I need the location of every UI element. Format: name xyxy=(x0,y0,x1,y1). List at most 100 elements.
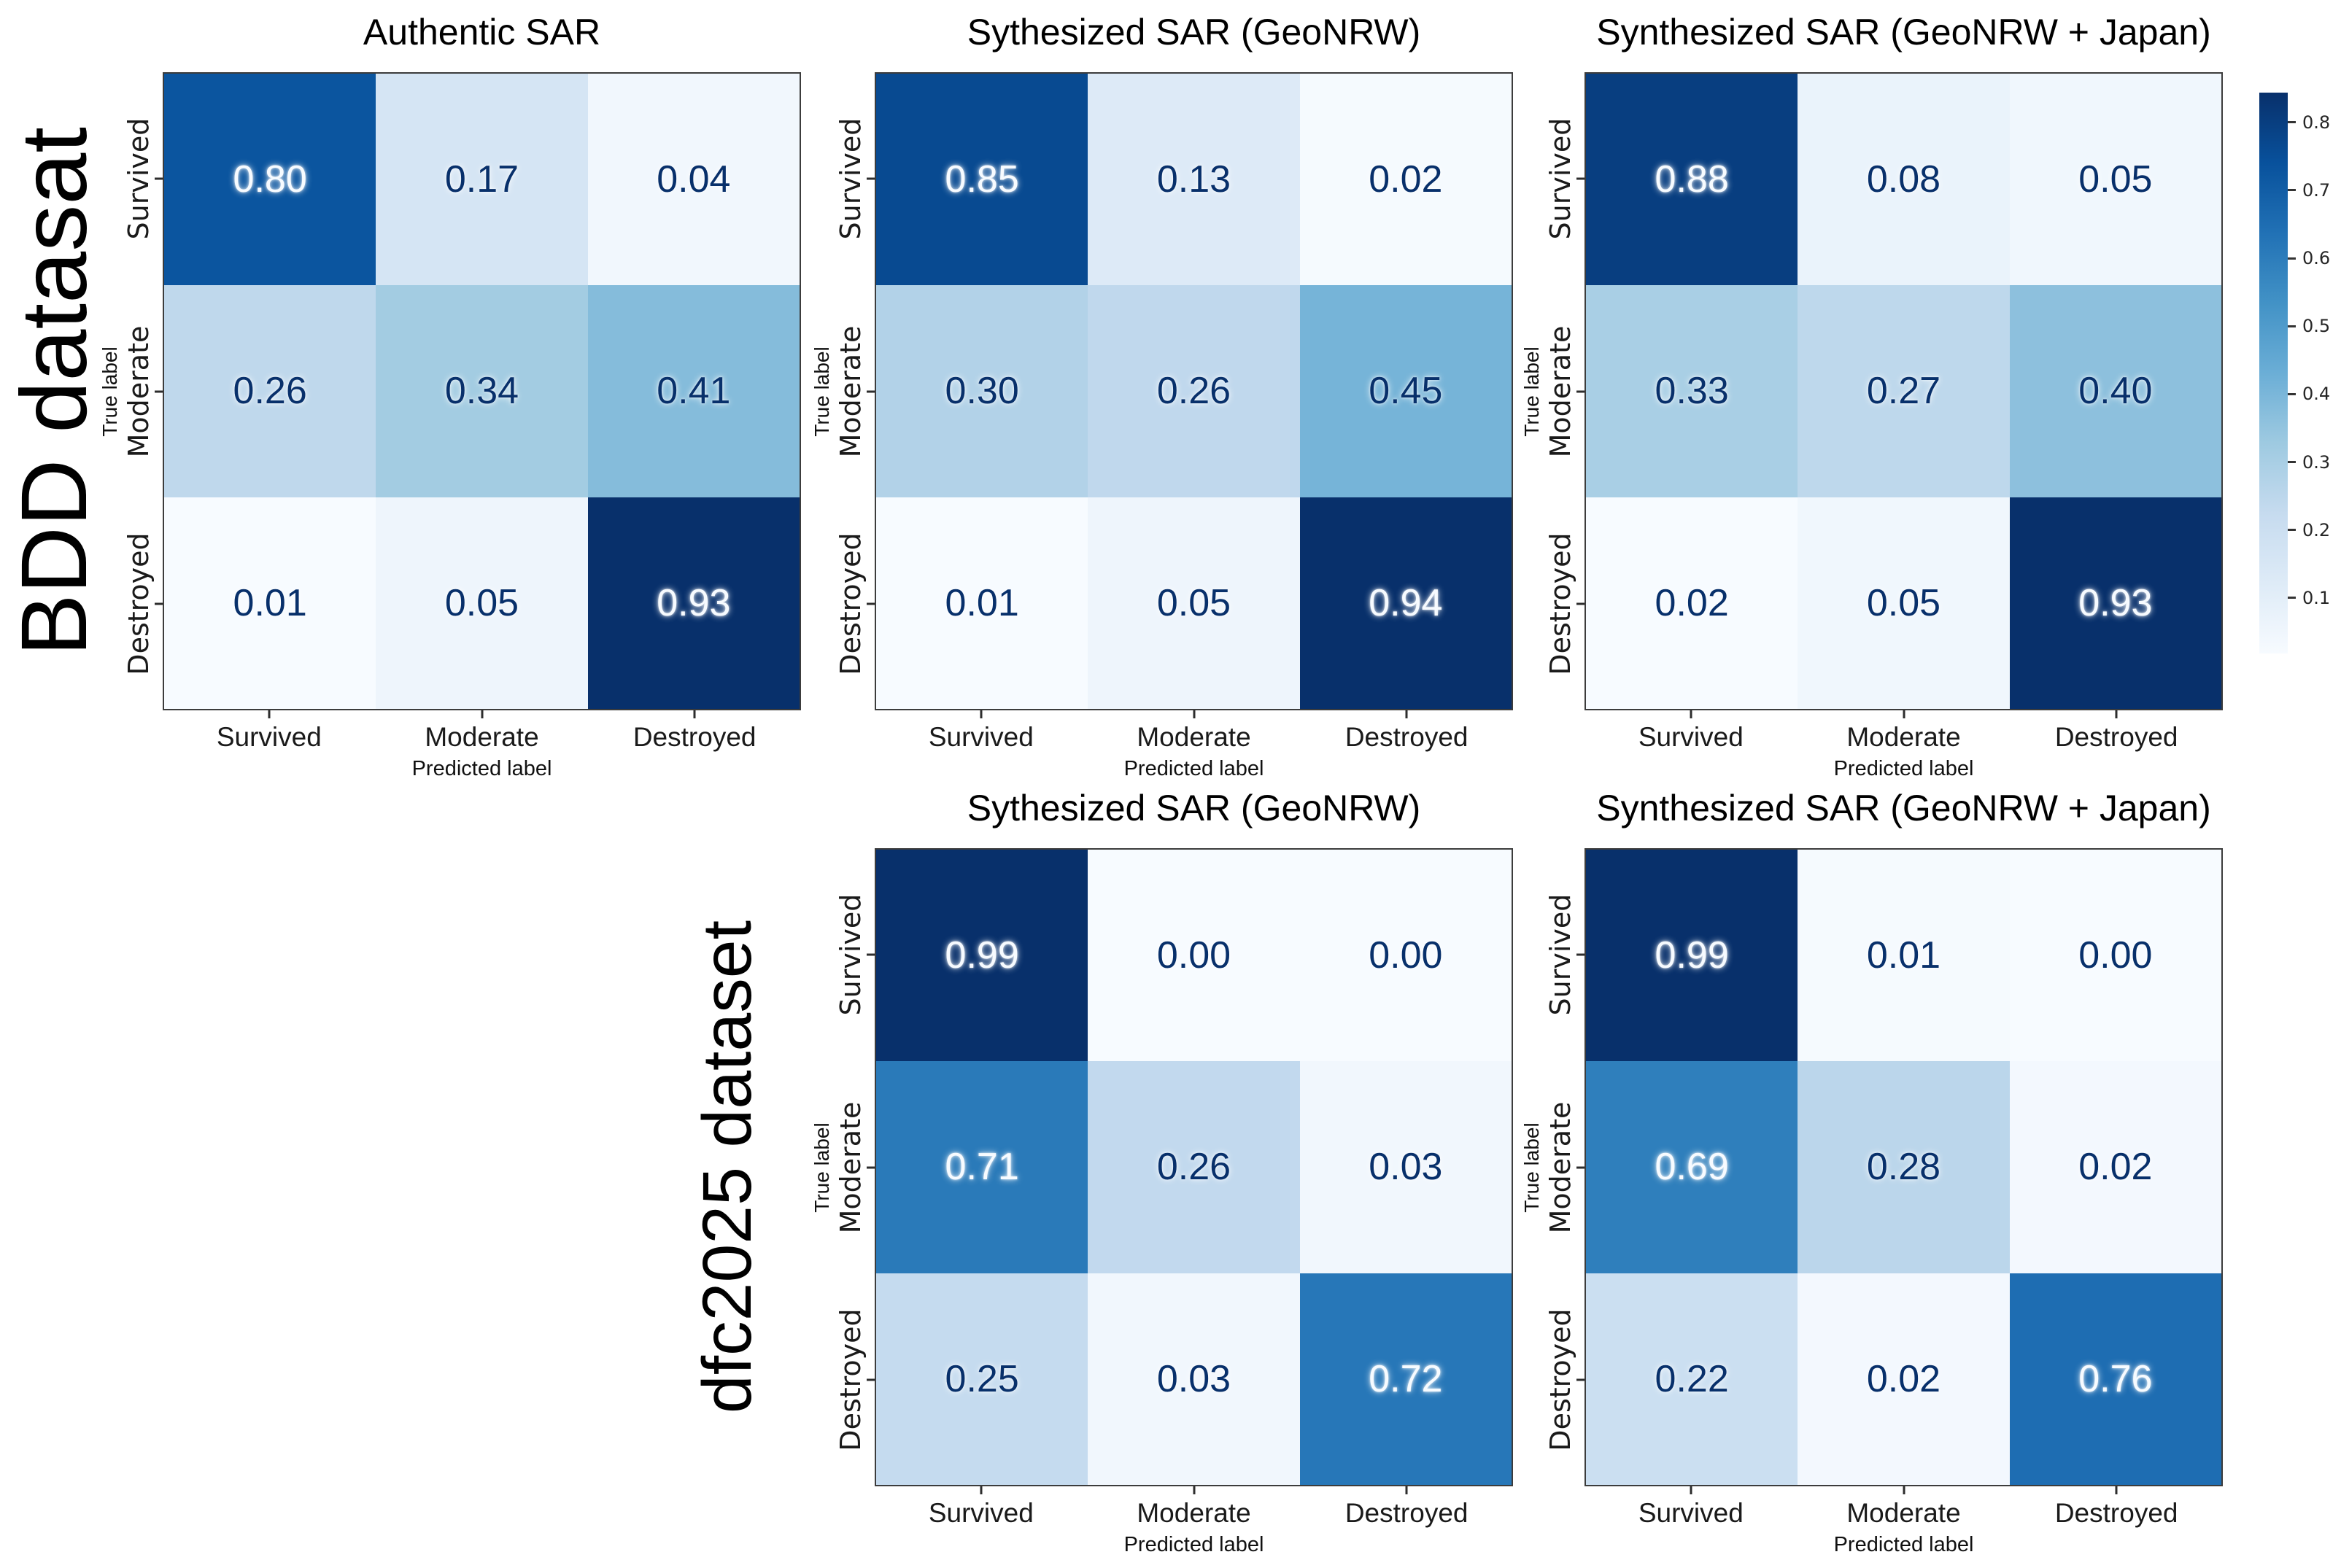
x-tick-mark xyxy=(1193,710,1195,718)
matrix-cell: 0.99 xyxy=(876,850,1088,1062)
cell-value: 0.40 xyxy=(2078,370,2153,413)
colorbar-tick-label: 0.1 xyxy=(2302,587,2331,608)
cell-value: 0.05 xyxy=(1156,581,1231,624)
x-tick-mark xyxy=(2115,1486,2118,1494)
y-tick-mark xyxy=(1576,602,1584,605)
cell-value: 0.04 xyxy=(657,158,731,201)
x-tick-mark xyxy=(268,710,271,718)
cell-value: 0.02 xyxy=(1866,1357,1941,1400)
matrix-title: Sythesized SAR (GeoNRW) xyxy=(967,788,1421,828)
matrix-cell: 0.28 xyxy=(1798,1061,2010,1273)
cell-value: 0.25 xyxy=(945,1357,1019,1400)
matrix-grid: 0.88 0.08 0.05 0.33 0.27 0.40 0.02 0.05 0.93 xyxy=(1584,72,2223,710)
x-tick-label: Moderate xyxy=(1846,1498,1961,1528)
confusion-matrix-panel: Authentic SAR 0.80 0.17 0.04 0.26 0.34 0.41 0.0… xyxy=(98,14,801,780)
colorbar-tick-mark xyxy=(2288,461,2296,464)
matrix-cell: 0.03 xyxy=(1088,1273,1300,1485)
y-tick-mark xyxy=(867,953,875,956)
colorbar-tick: 0.2 xyxy=(2288,521,2330,539)
cell-value: 0.01 xyxy=(945,581,1019,624)
predicted-label-axis-title: Predicted label xyxy=(411,757,552,780)
cell-value: 0.88 xyxy=(1655,158,1729,201)
matrix-cell: 0.05 xyxy=(376,497,588,709)
x-tick-mark xyxy=(1405,710,1408,718)
cell-value: 0.34 xyxy=(444,370,519,413)
matrix-title: Synthesized SAR (GeoNRW + Japan) xyxy=(1596,788,2211,828)
cell-value: 0.71 xyxy=(945,1146,1019,1189)
colorbar-gradient xyxy=(2259,93,2288,653)
matrix-cell: 0.26 xyxy=(1088,1061,1300,1273)
matrix-cell: 0.41 xyxy=(587,285,800,497)
cell-value: 0.72 xyxy=(1369,1357,1443,1400)
colorbar: 0.8 0.7 0.6 0.5 0.4 0.3 0.2 0.1 xyxy=(2259,93,2330,653)
colorbar-tick-mark xyxy=(2288,121,2296,124)
colorbar-tick-label: 0.6 xyxy=(2302,248,2331,269)
matrix-cell: 0.72 xyxy=(1299,1273,1512,1485)
matrix-cell: 0.01 xyxy=(876,497,1088,709)
y-tick-mark xyxy=(155,602,163,605)
matrix-cell: 0.71 xyxy=(876,1061,1088,1273)
cell-value: 0.01 xyxy=(1866,934,1941,977)
cell-value: 0.01 xyxy=(233,581,307,624)
cell-value: 0.26 xyxy=(1156,1146,1231,1189)
y-tick-mark xyxy=(867,390,875,392)
colorbar-tick: 0.7 xyxy=(2288,182,2330,199)
cell-value: 0.00 xyxy=(1156,934,1231,977)
y-tick-label: Destroyed xyxy=(835,532,867,675)
matrix-cell: 0.80 xyxy=(164,74,376,286)
x-tick-label: Destroyed xyxy=(2054,1498,2178,1528)
matrix-cell: 0.26 xyxy=(164,285,376,497)
colorbar-tick: 0.5 xyxy=(2288,317,2330,335)
cell-value: 0.00 xyxy=(1369,934,1443,977)
x-tick-label: Destroyed xyxy=(2054,722,2178,752)
cell-value: 0.08 xyxy=(1866,158,1941,201)
x-tick-mark xyxy=(2115,710,2118,718)
y-tick-label: Destroyed xyxy=(1544,1308,1576,1451)
y-tick-label: Destroyed xyxy=(1544,532,1576,675)
x-tick-label: Destroyed xyxy=(1344,722,1469,752)
matrix-cell: 0.02 xyxy=(1798,1273,2010,1485)
y-tick-label: Moderate xyxy=(123,325,155,457)
dataset-label-dfc2025: dfc2025 dataset xyxy=(689,920,766,1414)
y-tick-label: Survived xyxy=(1544,893,1576,1016)
x-tick-mark xyxy=(1193,1486,1195,1494)
y-tick-label: Survived xyxy=(835,117,867,240)
y-tick-label: Destroyed xyxy=(123,532,155,675)
y-tick-mark xyxy=(867,1378,875,1381)
cell-value: 0.02 xyxy=(1369,158,1443,201)
y-tick-mark xyxy=(1576,390,1584,392)
colorbar-tick-label: 0.3 xyxy=(2302,451,2331,473)
matrix-cell: 0.00 xyxy=(1088,850,1300,1062)
matrix-cell: 0.04 xyxy=(587,74,800,286)
cell-value: 0.69 xyxy=(1655,1146,1729,1189)
x-tick-label: Destroyed xyxy=(632,722,757,752)
matrix-cell: 0.69 xyxy=(1586,1061,1798,1273)
cell-value: 0.27 xyxy=(1866,370,1941,413)
matrix-cell: 0.76 xyxy=(2009,1273,2221,1485)
colorbar-tick: 0.6 xyxy=(2288,249,2330,267)
cell-value: 0.02 xyxy=(1655,581,1729,624)
matrix-cell: 0.05 xyxy=(1088,497,1300,709)
y-tick-label: Survived xyxy=(835,893,867,1016)
colorbar-tick-mark xyxy=(2288,529,2296,532)
cell-value: 0.94 xyxy=(1369,581,1443,624)
matrix-cell: 0.05 xyxy=(2009,74,2221,286)
matrix-cell: 0.25 xyxy=(876,1273,1088,1485)
colorbar-tick-mark xyxy=(2288,325,2296,327)
cell-value: 0.76 xyxy=(2078,1357,2153,1400)
matrix-cell: 0.03 xyxy=(1299,1061,1512,1273)
y-tick-mark xyxy=(155,177,163,180)
cell-value: 0.17 xyxy=(444,158,519,201)
cell-value: 0.30 xyxy=(945,370,1019,413)
x-tick-mark xyxy=(980,1486,983,1494)
cell-value: 0.93 xyxy=(657,581,731,624)
x-tick-label: Moderate xyxy=(1137,1498,1251,1528)
matrix-cell: 0.93 xyxy=(587,497,800,709)
matrix-cell: 0.22 xyxy=(1586,1273,1798,1485)
y-tick-mark xyxy=(867,602,875,605)
confusion-matrix-panel: Synthesized SAR (GeoNRW + Japan) 0.88 0.08… xyxy=(1520,14,2223,780)
confusion-matrix-panel: Synthesized SAR (GeoNRW + Japan) 0.99 0.01… xyxy=(1520,790,2223,1556)
cell-value: 0.85 xyxy=(945,158,1019,201)
x-tick-label: Moderate xyxy=(1137,722,1251,752)
